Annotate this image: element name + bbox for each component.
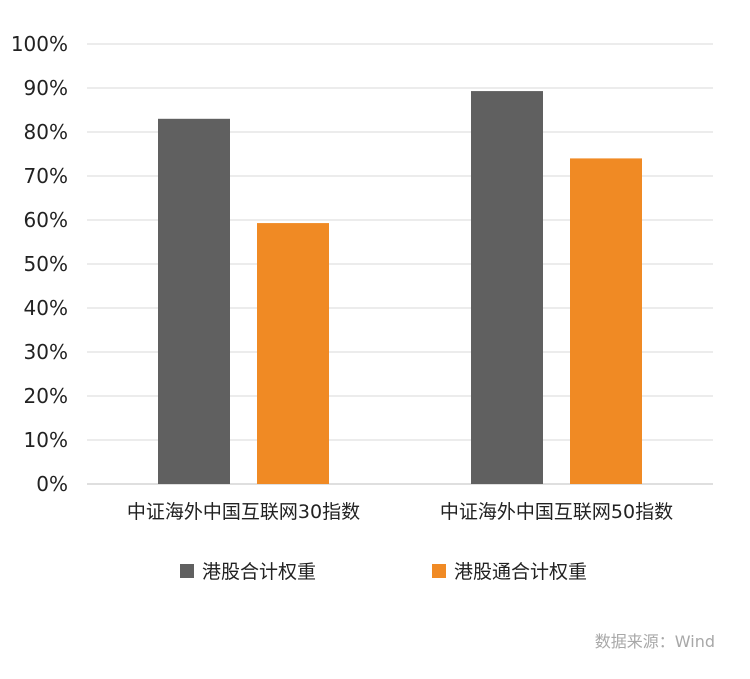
y-tick-label: 70% (24, 164, 68, 188)
legend-swatch-gray (180, 563, 194, 578)
legend-label: 港股通合计权重 (454, 561, 588, 583)
y-tick-label: 20% (24, 384, 68, 408)
y-tick-label: 80% (24, 120, 68, 144)
bar-chart: 0% 10% 20% 30% 40% 50% 60% 70% 80% 90% 100% 中证海外中国… (11, 32, 713, 523)
x-category-label: 中证海外中国互联网30指数 (127, 501, 360, 523)
y-tick-label: 90% (24, 76, 68, 100)
x-category-label: 中证海外中国互联网50指数 (440, 501, 673, 523)
x-axis-category-labels: 中证海外中国互联网30指数 中证海外中国互联网50指数 (127, 501, 673, 523)
bar (471, 91, 543, 484)
legend: 港股合计权重 港股通合计权重 (0, 557, 750, 583)
bar (158, 118, 230, 485)
legend-item-hk-total-weight: 港股合计权重 (180, 557, 316, 584)
legend-label: 港股合计权重 (202, 561, 317, 583)
data-source-note: 数据来源：Wind (594, 632, 715, 651)
y-tick-label: 10% (24, 428, 68, 452)
legend-swatch-orange (432, 563, 446, 578)
bar (570, 158, 642, 484)
y-tick-label: 100% (11, 32, 68, 56)
bar (257, 223, 329, 484)
y-tick-label: 40% (24, 296, 68, 320)
y-tick-label: 50% (24, 252, 68, 276)
legend-item-hk-connect-total-weight: 港股通合计权重 (432, 557, 587, 584)
y-tick-label: 60% (24, 208, 68, 232)
y-axis-tick-labels: 0% 10% 20% 30% 40% 50% 60% 70% 80% 90% 100% (11, 32, 68, 496)
bars (158, 91, 642, 485)
y-tick-label: 30% (24, 340, 68, 364)
y-tick-label: 0% (36, 472, 68, 496)
